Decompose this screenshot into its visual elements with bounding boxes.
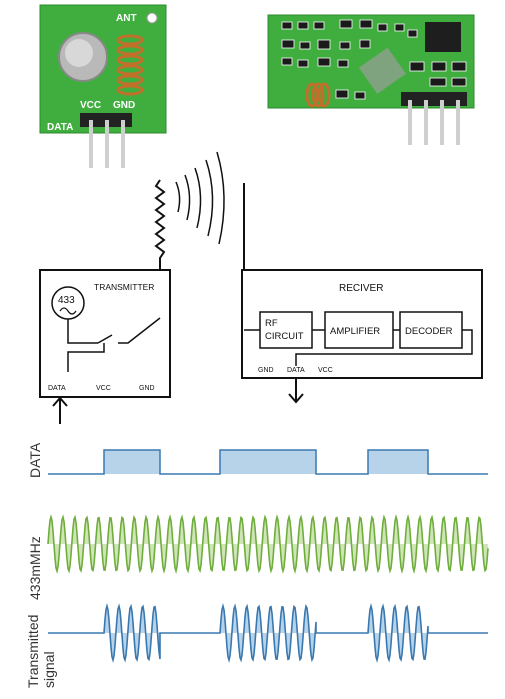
transmitted-signal-waveform bbox=[48, 602, 488, 664]
data-pulse-2 bbox=[220, 450, 316, 474]
amplifier-label: AMPLIFIER bbox=[330, 326, 380, 337]
rf-circuit-box bbox=[259, 311, 313, 349]
carrier-433-waveform bbox=[47, 513, 489, 575]
tx-signal-fill bbox=[104, 606, 428, 660]
data-output-arrow-icon bbox=[288, 378, 304, 404]
tx-ant-label: ANT bbox=[116, 13, 137, 24]
rx-ic-chip bbox=[425, 22, 461, 52]
data-line bbox=[48, 449, 488, 475]
rx-pin-vcc: VCC bbox=[318, 367, 333, 374]
tx-gnd-label: GND bbox=[113, 100, 135, 111]
tx-pin-vcc: VCC bbox=[96, 385, 111, 392]
tx-pin-data: DATA bbox=[48, 385, 66, 392]
data-pulse-3 bbox=[368, 450, 428, 474]
rx-smd-components bbox=[281, 19, 467, 100]
rx-pin-data: DATA bbox=[287, 367, 305, 374]
data-signal-label: DATA bbox=[27, 442, 43, 478]
radio-waves-icon bbox=[175, 151, 225, 245]
transmitted-signal-label-1: Transmitted bbox=[25, 615, 41, 688]
receiver-module-image bbox=[267, 14, 475, 145]
oscillator-433-label: 433 bbox=[58, 295, 75, 306]
rx-pin-header bbox=[401, 92, 467, 106]
tx-signal-line bbox=[48, 602, 488, 664]
tx-pin-gnd: GND bbox=[139, 385, 155, 392]
data-pulse-1 bbox=[104, 450, 160, 474]
tx-vcc-label: VCC bbox=[80, 100, 101, 111]
carrier-signal-label: 433mMHz bbox=[27, 536, 43, 600]
rf-circuit-label-1: RF bbox=[265, 318, 278, 329]
tx-pins bbox=[89, 120, 125, 168]
tx-data-label: DATA bbox=[47, 122, 73, 133]
rx-pin-gnd: GND bbox=[258, 367, 274, 374]
sine-wave-icon bbox=[59, 307, 77, 315]
data-waveform bbox=[48, 449, 488, 475]
tx-antenna-wire bbox=[154, 179, 166, 318]
tx-saw-resonator-inner bbox=[65, 39, 93, 67]
transmitter-title: TRANSMITTER bbox=[94, 282, 154, 292]
rx-pins bbox=[408, 100, 460, 145]
rf-circuit-label-2: CIRCUIT bbox=[265, 331, 304, 342]
transmitted-signal-label-2: signal bbox=[41, 651, 57, 688]
tx-antenna-coil bbox=[116, 34, 144, 96]
rx-inductor-coil bbox=[305, 82, 331, 108]
transmitter-module-image: ANT VCC GND DATA bbox=[39, 4, 167, 168]
receiver-title: RECIVER bbox=[339, 283, 383, 294]
rx-crystal bbox=[358, 47, 406, 94]
carrier-line bbox=[47, 513, 489, 575]
decoder-label: DECODER bbox=[405, 326, 453, 337]
decoder-box bbox=[399, 311, 463, 349]
tx-switch-wiring bbox=[67, 317, 161, 372]
decoder-output-wire bbox=[295, 329, 473, 366]
data-input-arrow-icon bbox=[52, 396, 68, 424]
tx-mount-hole bbox=[146, 12, 158, 24]
